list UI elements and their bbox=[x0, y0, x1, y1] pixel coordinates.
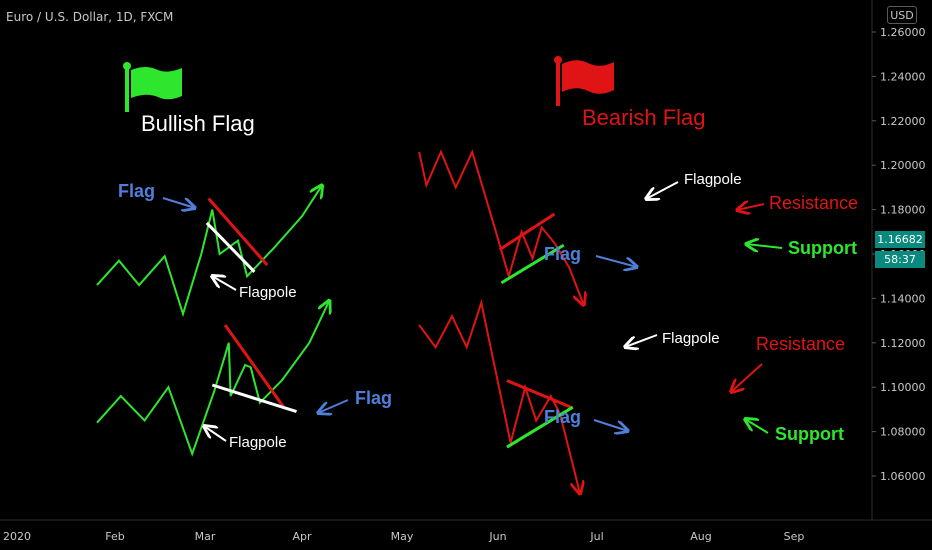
arrow-flagpole-bearish-top bbox=[646, 181, 679, 199]
resistance-label-bearish-top: Resistance bbox=[769, 193, 858, 213]
x-tick-label: Sep bbox=[784, 530, 805, 543]
y-tick-label: 1.22000 bbox=[880, 115, 926, 128]
y-tick-label: 1.26000 bbox=[880, 26, 926, 39]
green-flag-icon bbox=[123, 62, 182, 112]
resistance-label-bearish-bottom: Resistance bbox=[756, 334, 845, 354]
series-line-bullish-bottom-white bbox=[211, 383, 297, 414]
red-flag-icon bbox=[554, 56, 614, 106]
bearish-flag-title: Bearish Flag bbox=[582, 105, 706, 130]
x-tick-label: 2020 bbox=[3, 530, 31, 543]
arrow-resistance-bearish-top bbox=[737, 204, 765, 210]
arrow-flagpole-bearish-bottom bbox=[625, 334, 658, 347]
pattern-series bbox=[96, 149, 584, 494]
series-line-bullish-bottom-red bbox=[223, 324, 285, 409]
flag-label-bullish-top: Flag bbox=[118, 181, 155, 201]
series-line-bearish-top-red bbox=[498, 212, 556, 251]
support-label-bearish-top: Support bbox=[788, 238, 857, 258]
x-tick-label: Aug bbox=[690, 530, 711, 543]
countdown-tag: 58:37 bbox=[875, 251, 925, 268]
symbol-title[interactable]: Euro / U.S. Dollar, 1D, FXCM bbox=[6, 10, 174, 24]
y-tick-label: 1.14000 bbox=[880, 292, 926, 305]
y-tick-label: 1.08000 bbox=[880, 426, 926, 439]
series-line-bearish-bottom-red bbox=[506, 379, 572, 409]
flagpole-label-bullish-top: Flagpole bbox=[239, 284, 297, 301]
series-line-bearish-top-red bbox=[418, 149, 584, 305]
series-line-bearish-bottom-green bbox=[506, 405, 574, 449]
x-tick-label: Apr bbox=[292, 530, 312, 543]
series-line-bearish-top-green bbox=[500, 243, 565, 285]
last-price-tag: 1.16682 bbox=[875, 231, 925, 248]
x-tick-label: May bbox=[391, 530, 414, 543]
support-label-bearish-bottom: Support bbox=[775, 424, 844, 444]
y-tick-label: 1.12000 bbox=[880, 337, 926, 350]
flagpole-label-bearish-bottom: Flagpole bbox=[662, 330, 720, 347]
series-line-bullish-bottom-green bbox=[96, 301, 329, 457]
arrow-flagpole-bullish-top bbox=[212, 276, 237, 291]
y-tick-label: 1.18000 bbox=[880, 204, 926, 217]
time-axis[interactable]: 2020 Feb Mar Apr May Jun Jul Aug Sep bbox=[3, 530, 804, 543]
series-line-bullish-top-green bbox=[96, 185, 322, 318]
x-tick-label: Mar bbox=[195, 530, 216, 543]
arrow-flag-bearish-top bbox=[595, 255, 637, 267]
arrow-flag-bullish-bottom bbox=[318, 399, 349, 413]
y-tick-label: 1.24000 bbox=[880, 70, 926, 83]
arrow-resistance-bearish-bottom bbox=[731, 363, 763, 392]
series-line-bearish-bottom-red bbox=[418, 298, 580, 494]
y-tick-label: 1.10000 bbox=[880, 381, 926, 394]
x-tick-label: Feb bbox=[105, 530, 124, 543]
flag-label-bearish-top: Flag bbox=[544, 244, 581, 264]
y-tick-label: 1.20000 bbox=[880, 159, 926, 172]
arrow-support-bearish-top bbox=[746, 244, 783, 248]
y-tick-label: 1.06000 bbox=[880, 470, 926, 483]
currency-button[interactable]: USD bbox=[887, 6, 917, 24]
flag-label-bullish-bottom: Flag bbox=[355, 388, 392, 408]
series-line-bullish-top-white bbox=[205, 221, 256, 273]
flag-label-bearish-bottom: Flag bbox=[544, 407, 581, 427]
x-tick-label: Jul bbox=[589, 530, 603, 543]
flagpole-label-bullish-bottom: Flagpole bbox=[229, 434, 287, 451]
arrow-flag-bullish-top bbox=[162, 197, 195, 208]
arrow-flagpole-bullish-bottom bbox=[204, 426, 227, 442]
flagpole-label-bearish-top: Flagpole bbox=[684, 171, 742, 188]
x-tick-label: Jun bbox=[488, 530, 506, 543]
bullish-flag-title: Bullish Flag bbox=[141, 111, 255, 136]
arrow-support-bearish-bottom bbox=[745, 419, 769, 434]
arrow-flag-bearish-bottom bbox=[593, 419, 628, 431]
series-line-bullish-top-red bbox=[207, 197, 269, 267]
